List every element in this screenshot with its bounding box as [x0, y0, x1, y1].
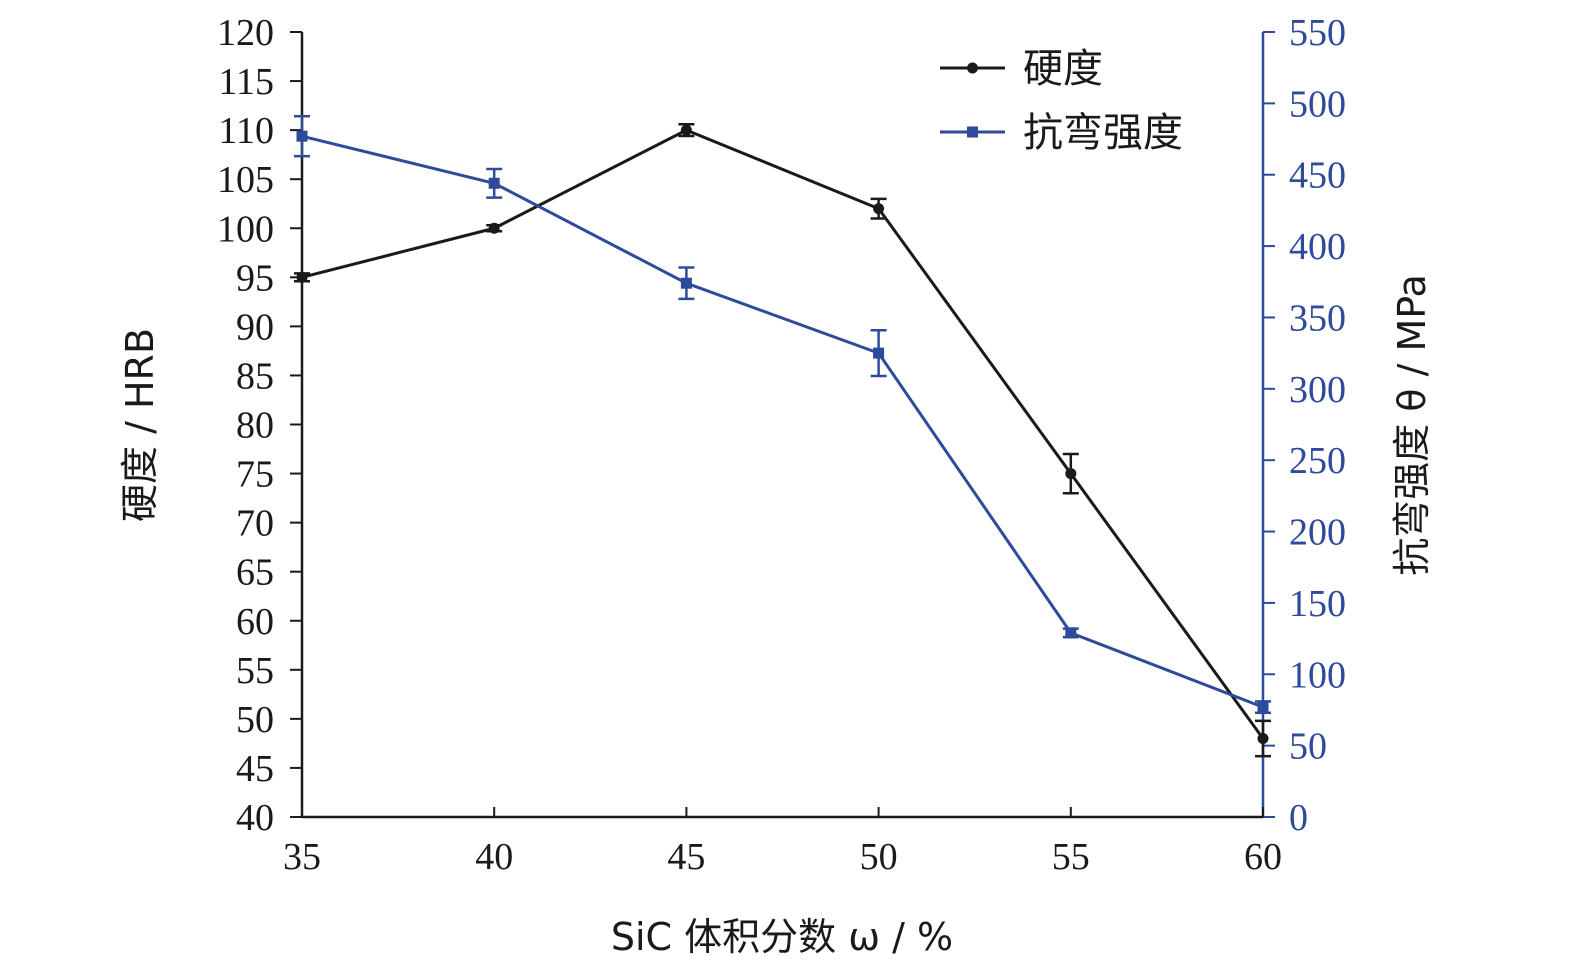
legend-label: 抗弯强度 — [1023, 110, 1183, 156]
left-tick-label: 50 — [236, 699, 274, 741]
right-tick-label: 200 — [1289, 512, 1346, 554]
series-line-1 — [301, 134, 1264, 709]
axes — [290, 31, 1275, 819]
y-axis-label: 硬度 / HRB — [118, 328, 162, 522]
left-tick-label: 120 — [217, 12, 274, 54]
right-tick-label: 300 — [1289, 369, 1346, 411]
data-point — [488, 222, 500, 234]
data-point — [873, 203, 885, 215]
data-point — [296, 271, 308, 283]
bottom-tick-label: 60 — [1244, 836, 1282, 878]
right-tick-label: 150 — [1289, 583, 1346, 625]
data-point — [296, 130, 308, 142]
left-tick-label: 85 — [236, 355, 274, 397]
left-tick-label: 80 — [236, 405, 274, 447]
legend-marker — [967, 126, 978, 138]
series-line-0 — [301, 128, 1265, 740]
left-tick-label: 75 — [236, 454, 274, 496]
data-point — [873, 347, 885, 359]
bottom-tick-label: 35 — [283, 836, 321, 878]
left-tick-label: 105 — [217, 159, 274, 201]
right-tick-label: 250 — [1289, 440, 1346, 482]
left-tick-label: 40 — [236, 797, 274, 839]
bottom-tick-label: 45 — [667, 836, 705, 878]
right-tick-label: 500 — [1289, 83, 1346, 125]
left-tick-label: 110 — [218, 110, 274, 152]
bottom-tick-label: 55 — [1052, 836, 1090, 878]
left-tick-label: 45 — [236, 748, 274, 790]
legend-marker — [967, 62, 978, 74]
data-point — [488, 177, 500, 189]
legend-label: 硬度 — [1023, 46, 1103, 92]
bottom-tick-label: 40 — [475, 836, 513, 878]
data-point — [1065, 627, 1077, 639]
right-tick-label: 400 — [1289, 226, 1346, 268]
series-layer — [294, 114, 1271, 758]
data-point — [1257, 701, 1269, 713]
right-tick-label: 350 — [1289, 297, 1346, 339]
data-point — [1257, 733, 1269, 744]
left-tick-label: 95 — [236, 257, 274, 299]
right-tick-label: 0 — [1289, 797, 1308, 839]
left-tick-label: 60 — [236, 601, 274, 643]
right-tick-label: 450 — [1289, 155, 1346, 197]
right-tick-label: 100 — [1289, 654, 1346, 696]
left-tick-label: 100 — [217, 208, 274, 250]
left-tick-label: 90 — [236, 306, 274, 348]
right-tick-label: 550 — [1289, 12, 1346, 54]
left-tick-label: 65 — [236, 552, 274, 594]
tick-labels: 40 45 50 55 60 65 70 75 80 85 90 95 100 105 110 115 120 0… — [217, 12, 1346, 878]
data-point — [680, 124, 692, 136]
left-tick-label: 70 — [236, 503, 274, 545]
data-point — [680, 277, 692, 289]
left-tick-label: 55 — [236, 650, 274, 692]
left-tick-label: 115 — [218, 61, 274, 103]
bottom-tick-label: 50 — [860, 836, 898, 878]
y2-axis-label: 抗弯强度 θ / MPa — [1390, 274, 1434, 576]
x-axis-label: SiC 体积分数 ω / % — [611, 915, 953, 959]
right-tick-label: 50 — [1289, 726, 1327, 768]
data-point — [1065, 468, 1077, 480]
